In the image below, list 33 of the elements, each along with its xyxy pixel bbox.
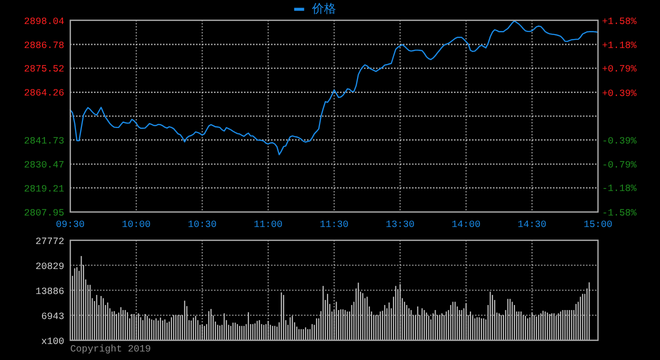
y2-tick-label: +0.79% bbox=[602, 64, 637, 75]
x-tick-label: 10:00 bbox=[122, 219, 151, 230]
y-tick-label: 2841.73 bbox=[24, 136, 65, 147]
y-tick-label: 13886 bbox=[36, 286, 65, 297]
y-tick-label: x100 bbox=[41, 336, 65, 347]
y-tick-label: 2875.52 bbox=[24, 64, 65, 75]
y-tick-label: 2830.47 bbox=[24, 160, 64, 171]
y-tick-label: 2898.04 bbox=[24, 16, 65, 27]
y-tick-label: 2819.21 bbox=[24, 184, 65, 195]
x-tick-label: 14:00 bbox=[452, 219, 481, 230]
y2-tick-label: +1.18% bbox=[602, 40, 637, 52]
y-tick-label: 2864.26 bbox=[24, 88, 65, 99]
x-tick-label: 09:30 bbox=[56, 219, 85, 230]
x-tick-label: 14:30 bbox=[518, 219, 547, 230]
y2-tick-label: +0.39% bbox=[602, 88, 637, 99]
x-tick-label: 15:00 bbox=[584, 219, 613, 230]
y-tick-label: 6943 bbox=[41, 310, 65, 322]
y-tick-label: 27772 bbox=[36, 236, 65, 247]
y-tick-label: 2807.95 bbox=[24, 208, 65, 218]
y2-tick-label: -0.79% bbox=[602, 160, 637, 171]
x-tick-label: 11:30 bbox=[320, 219, 349, 230]
x-tick-label: 13:30 bbox=[386, 219, 415, 230]
y2-tick-label: -0.39% bbox=[602, 135, 637, 146]
legend: 价格 bbox=[294, 1, 336, 16]
legend-label: 价格 bbox=[311, 1, 336, 16]
y2-tick-label: -1.58% bbox=[602, 208, 637, 218]
y2-tick-label: +1.58% bbox=[602, 16, 637, 27]
y-tick-label: 2886.78 bbox=[24, 40, 65, 51]
text: Copyright 2019 bbox=[70, 343, 152, 354]
y-tick-label: 20829 bbox=[36, 260, 65, 272]
x-tick-label: 10:30 bbox=[188, 219, 217, 230]
y2-tick-label: -1.18% bbox=[602, 183, 637, 194]
x-tick-label: 11:00 bbox=[254, 219, 283, 230]
